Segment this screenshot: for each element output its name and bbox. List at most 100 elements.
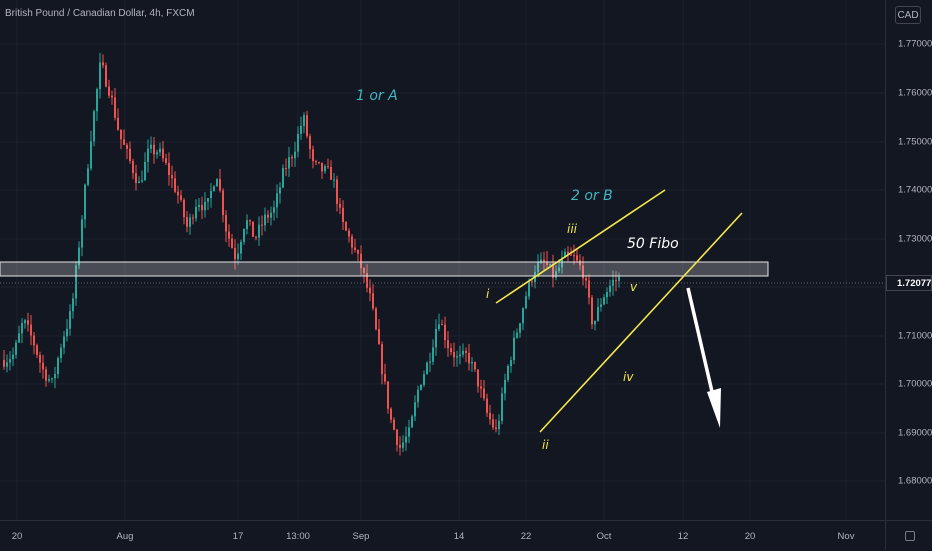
- candle-body: [261, 224, 263, 226]
- candlestick-chart[interactable]: [0, 0, 885, 520]
- wave-label-iv: iv: [623, 370, 634, 384]
- candle-body: [105, 65, 107, 87]
- candle-body: [531, 281, 533, 283]
- time-tick: 14: [453, 531, 465, 542]
- candle-body: [306, 115, 308, 137]
- candle-body: [213, 186, 215, 191]
- candle-body: [348, 230, 350, 237]
- candle-body: [408, 427, 410, 437]
- candle-body: [315, 161, 317, 163]
- candle-body: [369, 287, 371, 294]
- wave-label-v: v: [630, 280, 638, 294]
- fibo-label: 50 Fibo: [627, 236, 679, 252]
- time-tick: 17: [232, 531, 244, 542]
- time-tick: 22: [520, 531, 532, 542]
- candle-body: [174, 178, 176, 192]
- price-tick: 1.68000: [898, 475, 932, 487]
- candle-body: [210, 190, 212, 199]
- candle-body: [312, 149, 314, 162]
- candle-body: [147, 148, 149, 162]
- candle-body: [240, 241, 242, 254]
- candle-body: [384, 374, 386, 382]
- candle-body: [474, 362, 476, 370]
- price-tick: 1.75000: [898, 136, 932, 148]
- chart-settings-button[interactable]: [885, 520, 932, 550]
- candle-body: [585, 278, 587, 281]
- candle-body: [84, 184, 86, 220]
- candle-body: [255, 236, 257, 238]
- candle-body: [600, 304, 602, 308]
- candle-body: [30, 324, 32, 336]
- price-tick: 1.76000: [898, 87, 932, 99]
- candle-body: [102, 62, 104, 66]
- chart-area[interactable]: [0, 0, 885, 520]
- candle-body: [57, 358, 59, 375]
- candle-body: [414, 402, 416, 417]
- candle-body: [51, 378, 53, 380]
- candle-body: [285, 168, 287, 170]
- candle-body: [609, 285, 611, 292]
- candle-body: [516, 332, 518, 338]
- candle-body: [156, 152, 158, 155]
- candle-body: [309, 136, 311, 150]
- candle-body: [204, 201, 206, 211]
- candle-body: [192, 217, 194, 219]
- time-tick: 20: [744, 531, 756, 542]
- candle-body: [618, 276, 620, 281]
- candle-body: [264, 214, 266, 226]
- candle-body: [246, 220, 248, 230]
- candle-body: [294, 151, 296, 159]
- candle-body: [366, 272, 368, 288]
- candle-body: [291, 157, 293, 159]
- price-tick: 1.74000: [898, 184, 932, 196]
- wave-label-i: i: [486, 287, 490, 301]
- arrow-head: [707, 388, 721, 428]
- candle-body: [273, 207, 275, 213]
- candle-body: [282, 168, 284, 188]
- currency-button[interactable]: CAD: [895, 6, 921, 24]
- candle-body: [579, 260, 581, 266]
- candle-body: [135, 173, 137, 184]
- candle-body: [321, 162, 323, 172]
- candle-body: [330, 166, 332, 180]
- candle-body: [258, 224, 260, 238]
- candle-body: [9, 359, 11, 363]
- symbol-title: British Pound / Canadian Dollar, 4h, FXC…: [5, 8, 195, 19]
- current-price-label: 1.72077: [886, 275, 932, 291]
- candle-body: [525, 296, 527, 309]
- wave-label-1-or-a: 1 or A: [356, 88, 398, 104]
- candle-body: [126, 144, 128, 149]
- candle-body: [465, 350, 467, 353]
- candle-body: [327, 166, 329, 168]
- candle-body: [303, 115, 305, 126]
- wave-label-2-or-b: 2 or B: [571, 188, 613, 204]
- candle-body: [33, 335, 35, 346]
- candle-body: [66, 328, 68, 337]
- candle-body: [480, 386, 482, 389]
- candle-body: [504, 379, 506, 394]
- candle-body: [180, 195, 182, 200]
- candle-body: [582, 265, 584, 279]
- candle-body: [456, 356, 458, 358]
- candle-body: [435, 328, 437, 348]
- candle-body: [363, 268, 365, 273]
- price-axis[interactable]: 1.77000 1.76000 1.75000 1.74000 1.73000 …: [885, 0, 932, 520]
- candle-body: [345, 222, 347, 231]
- lower-trendline: [539, 212, 743, 433]
- wave-label-ii: ii: [542, 438, 549, 452]
- time-axis[interactable]: 20 Aug 17 13:00 Sep 14 22 Oct 12 20 Nov: [0, 520, 885, 551]
- candle-body: [93, 111, 95, 142]
- candle-body: [372, 293, 374, 309]
- candle-body: [27, 320, 29, 325]
- price-tick: 1.71000: [898, 330, 932, 342]
- candle-body: [324, 166, 326, 172]
- candle-body: [60, 347, 62, 359]
- time-tick: 12: [677, 531, 689, 542]
- candle-body: [552, 263, 554, 278]
- candle-body: [561, 257, 563, 268]
- candle-body: [165, 158, 167, 163]
- candle-body: [6, 362, 8, 367]
- candle-body: [63, 336, 65, 348]
- candle-body: [402, 442, 404, 448]
- candle-body: [588, 280, 590, 298]
